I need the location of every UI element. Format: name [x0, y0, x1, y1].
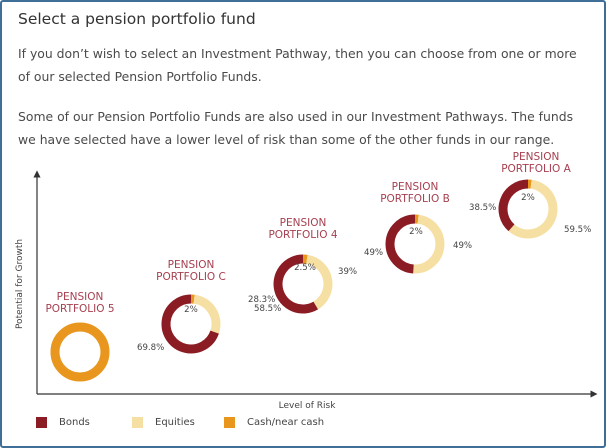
portfolio-title-line2: PORTFOLIO A	[501, 163, 571, 175]
data-label-equities: 49%	[453, 241, 472, 251]
donut-segment-equities	[305, 254, 333, 310]
portfolio-title-line2: PORTFOLIO C	[156, 271, 226, 283]
legend-swatch-equities	[132, 417, 143, 428]
x-axis-label: Level of Risk	[279, 401, 337, 411]
y-axis-label: Potential for Growth	[15, 239, 25, 329]
donut-segment-bonds	[498, 179, 529, 232]
donut-segment-bonds	[385, 214, 416, 274]
data-label-bonds: 49%	[364, 248, 383, 258]
data-label-cash: 2%	[521, 193, 535, 203]
data-label-cash: 2.5%	[294, 263, 316, 273]
legend-item-bonds: Bonds	[36, 417, 90, 428]
data-label-cash: 2%	[409, 227, 423, 237]
portfolio-title-line1: PENSION	[392, 181, 439, 193]
donut-segment-equities	[508, 179, 558, 239]
data-label-bonds: 38.5%	[469, 203, 496, 213]
legend-label-cash: Cash/near cash	[247, 417, 325, 428]
legend-label-bonds: Bonds	[59, 417, 90, 428]
portfolio-title-line2: PORTFOLIO 5	[45, 303, 114, 315]
legend-item-cash: Cash/near cash	[224, 417, 324, 428]
legend-swatch-cash	[224, 417, 235, 428]
portfolio-title-line1: PENSION	[280, 217, 327, 229]
detail-paragraph: Some of our Pension Portfolio Funds are …	[18, 109, 574, 147]
donut-segment-equities	[193, 294, 221, 334]
portfolio-title-line1: PENSION	[513, 151, 560, 163]
intro-paragraph: If you don’t wish to select an Investmen…	[18, 46, 577, 84]
data-label-equities: 28.3%	[248, 295, 275, 305]
donut-segment-bonds	[161, 294, 219, 354]
portfolio-title-line1: PENSION	[168, 259, 215, 271]
portfolio-title-line2: PORTFOLIO B	[380, 193, 450, 205]
data-label-cash: 2%	[184, 305, 198, 315]
legend-label-equities: Equities	[155, 417, 195, 428]
data-label-bonds: 69.8%	[137, 343, 164, 353]
legend-item-equities: Equities	[132, 417, 195, 428]
donut-segment-cash	[50, 322, 110, 382]
data-label-equities: 59.5%	[564, 225, 591, 235]
portfolio-title-line1: PENSION	[57, 291, 104, 303]
portfolio-title-line2: PORTFOLIO 4	[268, 229, 337, 241]
data-label-bonds: 58.5%	[254, 304, 281, 314]
donut-segment-equities	[413, 214, 445, 274]
page-title: Select a pension portfolio fund	[18, 10, 256, 28]
data-label-equities: 39%	[338, 267, 357, 277]
legend-swatch-bonds	[36, 417, 47, 428]
donut-segment-bonds	[273, 254, 319, 314]
